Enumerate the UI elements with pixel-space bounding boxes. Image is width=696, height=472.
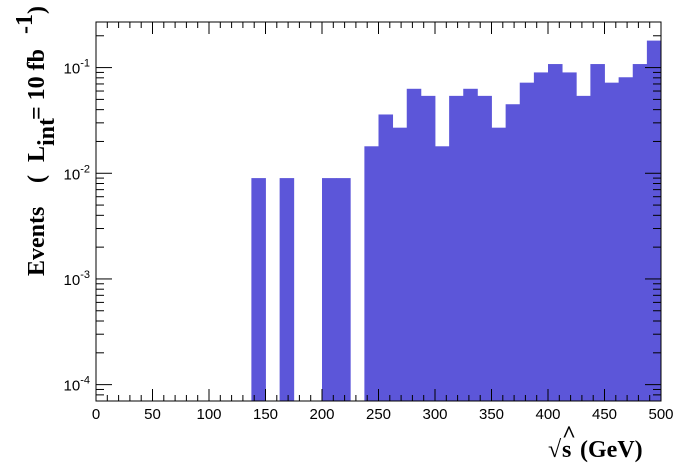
y-tick-label: 10-1 [64, 58, 90, 78]
histogram-bar [632, 64, 648, 402]
histogram-bar [590, 64, 605, 402]
histogram-bar [364, 146, 379, 401]
x-axis-ticks: 0 50 100 150 200 250 300 350 400 450 500 [92, 22, 674, 423]
histogram-bar [477, 95, 492, 402]
y-axis-events: Events [24, 207, 50, 276]
histogram-bar [378, 114, 394, 401]
histogram-bar [322, 178, 337, 401]
histogram-bar [618, 77, 634, 401]
histogram-bar [406, 88, 422, 401]
y-tick-label: 10-4 [64, 375, 90, 395]
x-tick-label: 50 [144, 406, 161, 423]
histogram-bar [279, 178, 295, 401]
x-tick-label: 250 [366, 406, 391, 423]
histogram-bar [463, 88, 478, 401]
x-tick-label: 200 [309, 406, 334, 423]
y-axis-luminosity: = 10 fb [24, 49, 50, 120]
histogram-bars [251, 40, 662, 402]
histogram-bar [435, 146, 450, 401]
x-tick-label: 350 [479, 406, 504, 423]
histogram-bar [519, 82, 535, 401]
y-axis-L: L [24, 146, 50, 162]
x-tick-label: 150 [253, 406, 278, 423]
x-axis-hat: ^ [562, 422, 576, 448]
histogram-bar [548, 64, 563, 402]
histogram-bar [505, 104, 521, 402]
histogram-bar [251, 178, 266, 401]
x-axis-unit: (GeV) [580, 437, 643, 463]
histogram-bar [420, 95, 436, 402]
y-axis-inverse-superscript: -1 [12, 14, 38, 34]
x-axis-root-symbol: √ [548, 437, 562, 463]
x-axis-s: s [562, 437, 571, 463]
x-tick-label: 100 [196, 406, 221, 423]
x-tick-label: 0 [92, 406, 100, 423]
x-tick-label: 500 [648, 406, 673, 423]
histogram-bar [604, 82, 620, 401]
y-axis-close-paren: ) [24, 6, 50, 14]
histogram-bar [336, 178, 351, 401]
x-tick-label: 450 [592, 406, 617, 423]
x-tick-label: 400 [535, 406, 560, 423]
y-axis-title: Events ( L int = 10 fb -1 ) [12, 6, 60, 276]
histogram-bar [576, 95, 591, 402]
histogram-bar [449, 95, 464, 402]
histogram-bar [533, 72, 549, 402]
histogram-bar [646, 40, 662, 402]
histogram-bar [562, 72, 577, 402]
y-axis-ticks: 10-4 10-3 10-2 10-1 [64, 35, 661, 402]
y-tick-label: 10-2 [64, 163, 90, 183]
x-axis-title: √ s ^ (GeV) [548, 422, 643, 463]
x-tick-label: 300 [422, 406, 447, 423]
y-axis-int-subscript: int [34, 118, 60, 146]
histogram-bar [491, 127, 507, 402]
y-tick-label: 10-3 [64, 269, 90, 289]
y-axis-open-paren: ( [24, 175, 50, 183]
histogram-bar [392, 127, 408, 402]
